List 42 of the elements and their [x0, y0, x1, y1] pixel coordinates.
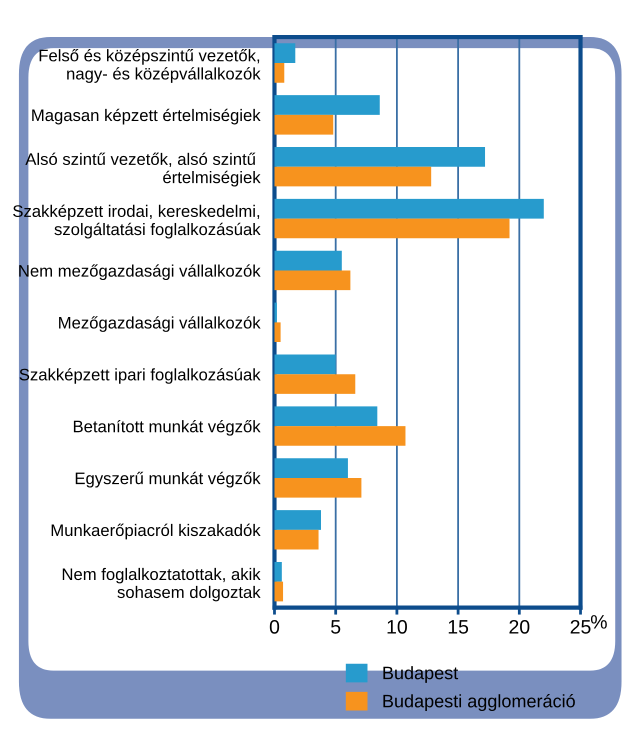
bar: [274, 374, 356, 394]
bar: [274, 147, 486, 167]
x-tick-label: 20: [509, 620, 530, 634]
legend-label: Budapesti agglomeráció: [383, 694, 575, 712]
y-tick-label: Felső és középszintű vezetők, nagy- és középvállalkozók: [40, 48, 261, 83]
bar: [274, 95, 380, 115]
bar: [274, 43, 296, 63]
bar: [274, 510, 321, 530]
bar: [274, 426, 406, 446]
bar: [274, 270, 350, 290]
y-tick-label: Szakképzett irodai, kereskedelmi, szolgáltatási foglalkozásúak: [13, 204, 261, 239]
bar: [274, 198, 544, 219]
y-tick-label: Egyszerű munkát végzők: [76, 472, 261, 488]
legend-label: Budapest: [383, 666, 458, 683]
x-tick-label: 5: [331, 620, 340, 634]
bar: [274, 478, 362, 498]
y-tick-label: Szakképzett ipari foglalkozásúak: [20, 368, 261, 384]
x-tick-label: 10: [388, 620, 407, 634]
bar: [274, 530, 319, 550]
bar: [274, 582, 284, 602]
bar: [274, 406, 378, 426]
x-tick-label: 0: [270, 620, 280, 634]
bar: [274, 562, 282, 582]
bar: [274, 302, 277, 322]
bar: [274, 114, 334, 135]
x-axis-title: %: [590, 615, 607, 629]
y-tick-label: Nem foglalkoztatottak, akik sohasem dolgoztak: [62, 568, 261, 602]
x-tick-label: 25: [570, 620, 591, 634]
y-tick-label: Betanított munkát végzők: [74, 420, 261, 436]
bar: [274, 354, 336, 374]
y-tick-label: Munkaerőpiacról kiszakadók: [52, 524, 261, 540]
bar: [274, 458, 348, 478]
y-tick-label: Nem mezőgazdasági vállalkozók: [19, 264, 261, 280]
y-tick-label: Magasan képzett értelmiségiek: [32, 108, 261, 124]
bar: [274, 166, 432, 186]
y-tick-label: Alsó szintű vezetők, alsó szintű értelmiségiek: [25, 152, 261, 187]
bar: [274, 322, 281, 342]
bar: [274, 218, 510, 238]
y-tick-label: Mezőgazdasági vállalkozók: [59, 316, 261, 332]
x-tick-label: 15: [448, 620, 468, 634]
bar: [274, 250, 342, 270]
bar: [274, 62, 284, 83]
